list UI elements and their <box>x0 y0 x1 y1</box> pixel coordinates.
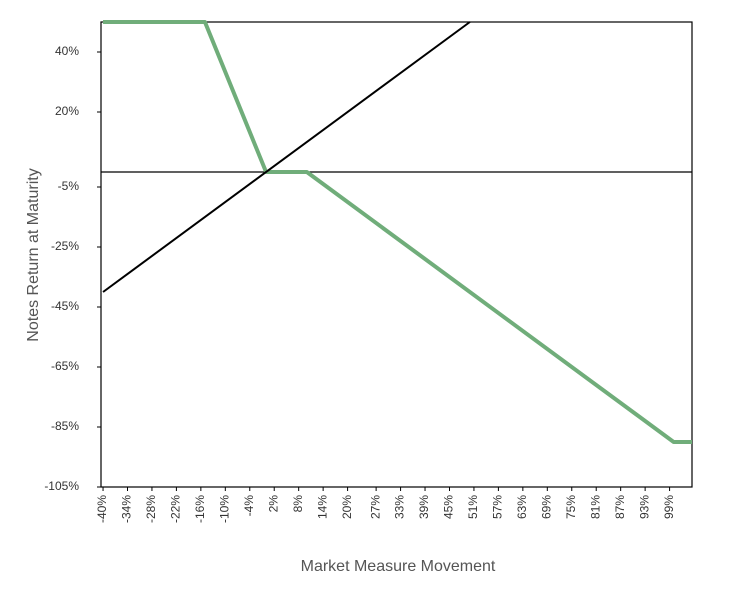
x-tick-label: 14% <box>315 495 329 519</box>
x-tick-label: 45% <box>442 495 456 519</box>
x-tick-label: -4% <box>242 495 256 517</box>
y-tick-label: -5% <box>58 179 80 193</box>
x-tick-label: -40% <box>95 495 109 523</box>
y-tick-label: 20% <box>55 104 79 118</box>
x-tick-label: 87% <box>613 495 627 519</box>
x-tick-label: -28% <box>144 495 158 523</box>
x-tick-label: 2% <box>266 495 280 513</box>
y-axis-title: Notes Return at Maturity <box>25 168 42 341</box>
x-tick-label: 57% <box>491 495 505 519</box>
x-tick-label: 99% <box>662 495 676 519</box>
x-tick-label: 75% <box>564 495 578 519</box>
plot-area <box>100 21 693 488</box>
x-axis-title: Market Measure Movement <box>301 558 496 575</box>
y-tick-label: -25% <box>51 239 79 253</box>
y-tick-label: -105% <box>44 479 79 493</box>
x-tick-label: 27% <box>368 495 382 519</box>
y-tick-label: 40% <box>55 44 79 58</box>
x-tick-label: 8% <box>291 495 305 513</box>
x-tick-label: -22% <box>169 495 183 523</box>
x-tick-label: -16% <box>193 495 207 523</box>
y-tick-label: -65% <box>51 359 79 373</box>
x-tick-label: 93% <box>637 495 651 519</box>
x-tick-label: 20% <box>340 495 354 519</box>
x-tick-label: -10% <box>217 495 231 523</box>
x-tick-label: 69% <box>539 495 553 519</box>
x-tick-label: 81% <box>588 495 602 519</box>
x-tick-label: 33% <box>393 495 407 519</box>
x-tick-label: 51% <box>466 495 480 519</box>
series-line <box>103 20 692 444</box>
x-tick-label: 39% <box>417 495 431 519</box>
series-line <box>102 21 471 293</box>
x-tick-label: 63% <box>515 495 529 519</box>
y-tick-label: -85% <box>51 419 79 433</box>
y-tick-label: -45% <box>51 299 79 313</box>
x-tick-label: -34% <box>120 495 134 523</box>
